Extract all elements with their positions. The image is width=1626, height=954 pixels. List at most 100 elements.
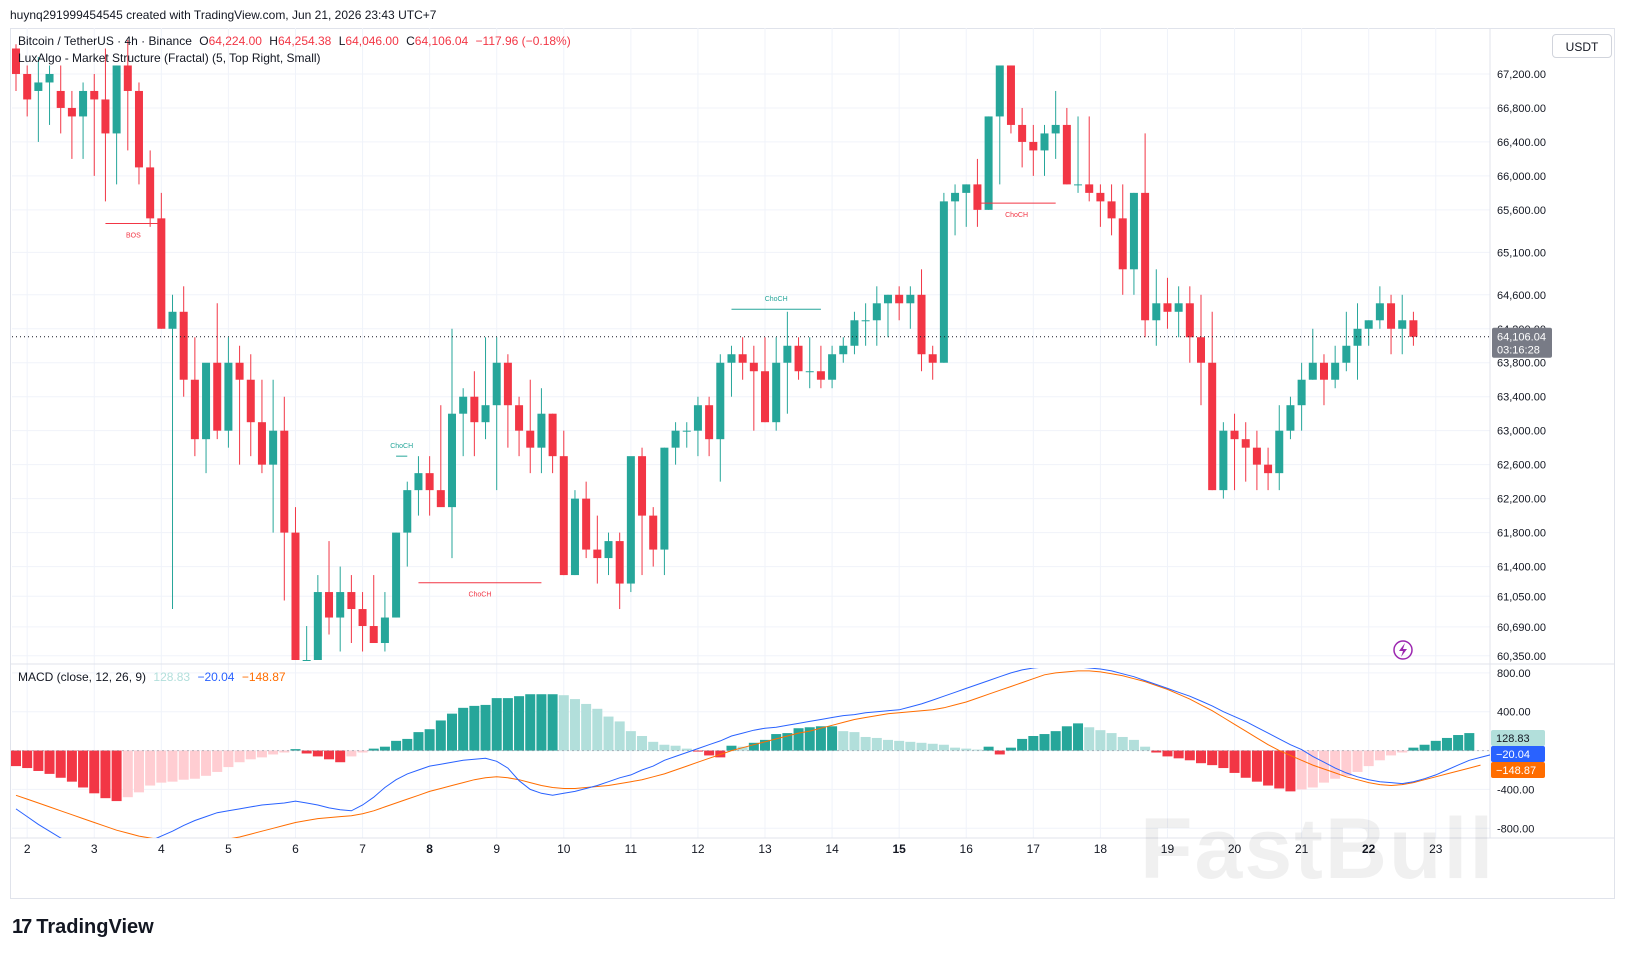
macd-histogram-bar bbox=[368, 748, 379, 751]
candle-body bbox=[134, 90, 143, 168]
macd-histogram-bar bbox=[1263, 750, 1274, 786]
candle-body bbox=[805, 371, 814, 373]
macd-line-badge bbox=[1491, 746, 1545, 763]
candle-body bbox=[168, 311, 177, 329]
macd-histogram-bar bbox=[1441, 737, 1452, 751]
macd-histogram-bar bbox=[1307, 750, 1318, 788]
candle-body bbox=[716, 362, 725, 440]
tradingview-logo[interactable]: 17 TradingView bbox=[12, 916, 154, 939]
candle-body bbox=[1141, 192, 1150, 321]
macd-histogram-bar bbox=[625, 731, 636, 751]
macd-histogram-bar bbox=[905, 741, 916, 751]
candle-body bbox=[67, 107, 76, 117]
candle-body bbox=[269, 430, 278, 465]
macd-histogram-bar bbox=[614, 721, 625, 751]
macd-histogram-bar bbox=[961, 748, 972, 751]
macd-legend: MACD (close, 12, 26, 9) 128.83 −20.04 −1… bbox=[18, 670, 290, 684]
candle-body bbox=[503, 362, 512, 406]
candle-body bbox=[447, 413, 456, 508]
macd-histogram-bar bbox=[402, 738, 413, 751]
time-tick-label: 7 bbox=[359, 842, 366, 856]
macd-signal-line bbox=[15, 670, 1481, 838]
macd-histogram-bar bbox=[201, 750, 212, 776]
macd-histogram-bar bbox=[469, 705, 480, 751]
macd-histogram-bar bbox=[849, 732, 860, 751]
macd-hist-badge-text: 128.83 bbox=[1496, 733, 1530, 745]
open-value: 64,224.00 bbox=[208, 34, 262, 48]
candle-body bbox=[224, 362, 233, 431]
macd-histogram-bar bbox=[748, 742, 759, 751]
candle-body bbox=[928, 354, 937, 363]
macd-histogram-bar bbox=[1005, 747, 1016, 751]
currency-button[interactable]: USDT bbox=[1552, 34, 1612, 58]
macd-histogram-bar bbox=[760, 739, 771, 751]
macd-histogram-bar bbox=[458, 707, 469, 751]
macd-histogram-bar bbox=[771, 734, 782, 751]
candle-body bbox=[772, 362, 781, 423]
macd-histogram-bar bbox=[569, 699, 580, 751]
macd-histogram-bar bbox=[871, 737, 882, 751]
candle-body bbox=[1230, 430, 1239, 440]
candle-body bbox=[280, 430, 289, 533]
macd-histogram-bar bbox=[212, 750, 223, 772]
macd-histogram-bar bbox=[950, 747, 961, 751]
macd-histogram-bar bbox=[1330, 750, 1341, 779]
macd-histogram-bar bbox=[1296, 750, 1307, 790]
macd-histogram-bar bbox=[66, 750, 77, 782]
time-tick-label: 11 bbox=[625, 842, 638, 856]
time-tick-label: 17 bbox=[1027, 842, 1041, 856]
candle-body bbox=[816, 371, 825, 380]
candle-body bbox=[1387, 303, 1396, 329]
candle-body bbox=[649, 515, 658, 550]
last-price-badge bbox=[1492, 327, 1552, 358]
candle-body bbox=[537, 413, 546, 448]
macd-histogram-bar bbox=[715, 750, 726, 758]
price-tick-label: 61,050.00 bbox=[1497, 591, 1546, 603]
candle-body bbox=[1118, 218, 1127, 270]
macd-histogram-bar bbox=[312, 750, 323, 757]
structure-label: ChoCH bbox=[1005, 212, 1028, 219]
macd-signal-value: −148.87 bbox=[241, 670, 286, 684]
chart-frame bbox=[10, 28, 1615, 899]
price-tick-label: 62,200.00 bbox=[1497, 494, 1546, 506]
indicator-legend[interactable]: LuxAlgo - Market Structure (Fractal) (5,… bbox=[18, 51, 321, 65]
macd-histogram-bar bbox=[860, 736, 871, 751]
candle-body bbox=[1129, 192, 1138, 270]
candle-body bbox=[1219, 430, 1228, 491]
symbol-title[interactable]: Bitcoin / TetherUS · 4h · Binance bbox=[18, 34, 192, 48]
time-tick-label: 6 bbox=[292, 842, 299, 856]
macd-title[interactable]: MACD (close, 12, 26, 9) bbox=[18, 670, 147, 684]
macd-hist-badge bbox=[1491, 730, 1545, 747]
macd-histogram-bar bbox=[122, 750, 133, 798]
structure-label: ChoCH bbox=[765, 296, 788, 303]
structure-label: ChoCH bbox=[468, 592, 491, 599]
macd-histogram-bar bbox=[994, 750, 1005, 755]
macd-histogram-bar bbox=[581, 703, 592, 751]
candle-body bbox=[872, 303, 881, 321]
candle-body bbox=[593, 549, 602, 559]
macd-line bbox=[15, 668, 1490, 838]
candle-body bbox=[492, 362, 501, 406]
candle-body bbox=[638, 456, 647, 516]
macd-histogram-bar bbox=[33, 750, 44, 771]
candle-body bbox=[1006, 65, 1015, 125]
symbol-legend: Bitcoin / TetherUS · 4h · Binance O64,22… bbox=[18, 34, 575, 48]
candle-body bbox=[1029, 141, 1038, 151]
candle-body bbox=[526, 430, 535, 448]
time-tick-label: 14 bbox=[825, 842, 839, 856]
candle-body bbox=[962, 184, 971, 193]
macd-histogram-bar bbox=[1151, 750, 1162, 753]
macd-histogram-bar bbox=[1162, 750, 1173, 757]
price-tick-label: 66,400.00 bbox=[1497, 137, 1546, 149]
candle-body bbox=[414, 473, 423, 491]
macd-histogram-bar bbox=[1419, 744, 1430, 751]
price-tick-label: 63,800.00 bbox=[1497, 358, 1546, 370]
candle-body bbox=[470, 396, 479, 423]
macd-histogram-bar bbox=[1207, 750, 1218, 766]
candle-body bbox=[302, 660, 311, 661]
macd-histogram-bar bbox=[346, 750, 357, 757]
macd-histogram-bar bbox=[1039, 734, 1050, 751]
candle-body bbox=[1409, 320, 1418, 337]
macd-histogram-bar bbox=[379, 746, 390, 751]
